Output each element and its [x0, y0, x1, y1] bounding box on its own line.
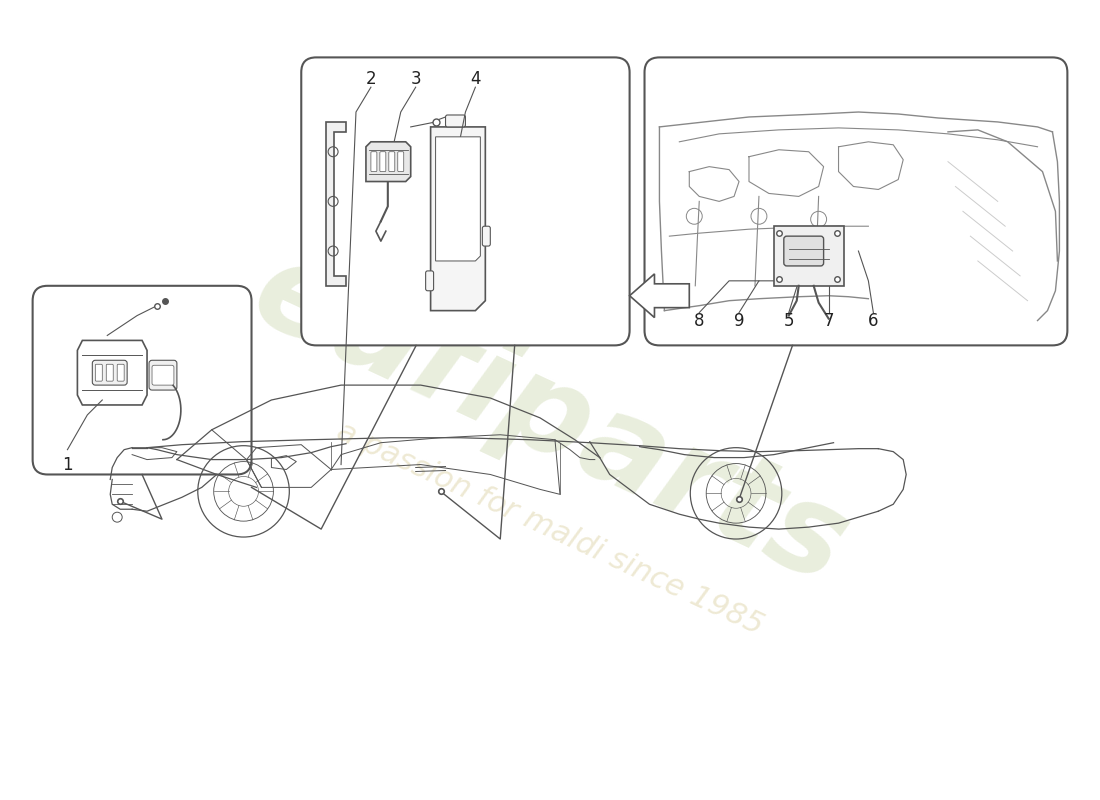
- FancyBboxPatch shape: [388, 152, 395, 171]
- Polygon shape: [774, 226, 844, 286]
- Polygon shape: [430, 127, 485, 310]
- Polygon shape: [629, 274, 690, 318]
- FancyBboxPatch shape: [398, 152, 404, 171]
- Text: a passion for maldi since 1985: a passion for maldi since 1985: [332, 417, 768, 641]
- FancyBboxPatch shape: [371, 152, 377, 171]
- FancyBboxPatch shape: [92, 360, 128, 385]
- Text: 8: 8: [694, 311, 704, 330]
- Text: 9: 9: [734, 311, 745, 330]
- Polygon shape: [436, 137, 481, 261]
- FancyBboxPatch shape: [379, 152, 386, 171]
- FancyBboxPatch shape: [301, 58, 629, 346]
- Text: 3: 3: [410, 70, 421, 88]
- FancyBboxPatch shape: [645, 58, 1067, 346]
- FancyBboxPatch shape: [482, 226, 491, 246]
- Polygon shape: [366, 142, 410, 182]
- FancyBboxPatch shape: [107, 364, 113, 381]
- Text: 5: 5: [783, 311, 794, 330]
- Polygon shape: [326, 122, 346, 286]
- FancyBboxPatch shape: [33, 286, 252, 474]
- FancyBboxPatch shape: [426, 271, 433, 290]
- FancyBboxPatch shape: [784, 236, 824, 266]
- FancyBboxPatch shape: [96, 364, 102, 381]
- Text: 4: 4: [470, 70, 481, 88]
- Text: 1: 1: [62, 455, 73, 474]
- FancyBboxPatch shape: [446, 115, 465, 127]
- FancyBboxPatch shape: [118, 364, 124, 381]
- FancyBboxPatch shape: [152, 366, 174, 385]
- Text: 7: 7: [823, 311, 834, 330]
- Text: eufiparts: eufiparts: [234, 230, 866, 610]
- Text: 2: 2: [365, 70, 376, 88]
- Text: 6: 6: [868, 311, 879, 330]
- FancyBboxPatch shape: [148, 360, 177, 390]
